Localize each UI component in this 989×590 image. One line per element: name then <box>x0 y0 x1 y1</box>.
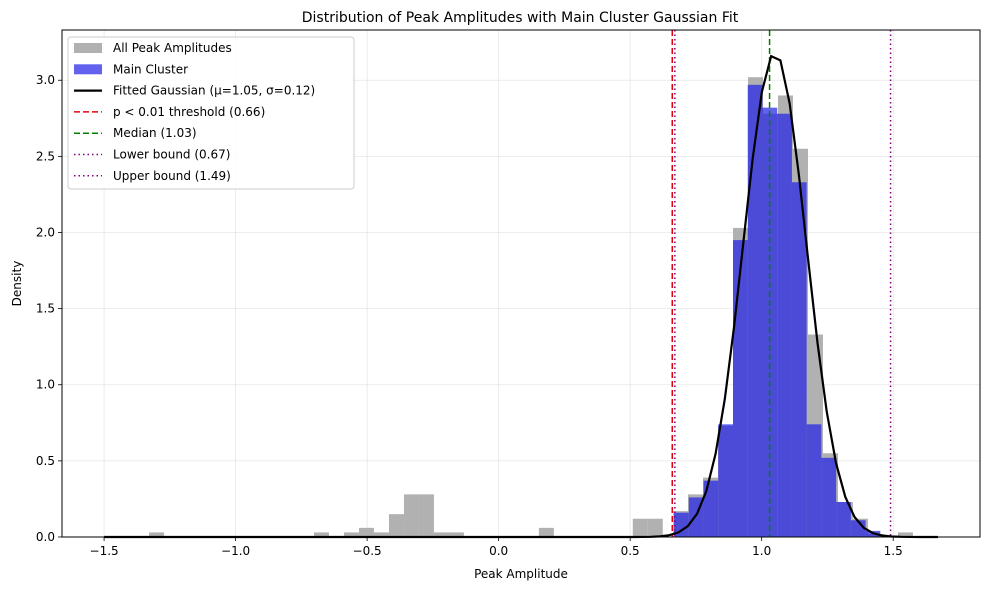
main-cluster-bar <box>791 182 807 537</box>
x-tick-label: −1.0 <box>221 544 250 558</box>
legend-label: Main Cluster <box>113 62 188 76</box>
y-tick-label: 0.0 <box>36 530 55 544</box>
y-tick-label: 1.5 <box>36 302 55 316</box>
all-peaks-bar <box>418 494 434 537</box>
all-peaks-bar <box>313 532 329 537</box>
legend-label: Fitted Gaussian (μ=1.05, σ=0.12) <box>113 84 315 98</box>
all-peaks-bar <box>538 527 554 537</box>
main-cluster-bar <box>747 84 763 537</box>
legend-swatch <box>74 64 102 75</box>
all-peaks-bar <box>149 532 165 537</box>
all-peaks-bar <box>647 518 663 537</box>
legend-swatch <box>74 43 102 53</box>
x-tick-label: 0.5 <box>621 544 640 558</box>
x-tick-label: −0.5 <box>353 544 382 558</box>
y-tick-label: 1.0 <box>36 378 55 392</box>
chart-title: Distribution of Peak Amplitudes with Mai… <box>302 10 739 26</box>
all-peaks-bar <box>897 532 913 537</box>
legend-label: Median (1.03) <box>113 126 197 140</box>
main-cluster-bar <box>674 512 689 537</box>
main-cluster-bar <box>836 501 851 537</box>
all-peaks-bar <box>343 532 359 537</box>
all-peaks-bar <box>373 532 389 537</box>
x-tick-label: 1.0 <box>752 544 771 558</box>
all-peaks-bar <box>433 532 449 537</box>
y-tick-label: 2.0 <box>36 225 55 239</box>
main-cluster-bar <box>821 457 837 537</box>
x-axis-label: Peak Amplitude <box>474 567 568 581</box>
x-tick-label: 0.0 <box>489 544 508 558</box>
y-tick-label: 0.5 <box>36 454 55 468</box>
y-tick-label: 2.5 <box>36 149 55 163</box>
y-axis-ticks: 0.0 0.5 1.0 1.5 2.0 2.5 3.0 <box>36 73 62 544</box>
all-peaks-bar <box>448 532 464 537</box>
legend: All Peak Amplitudes Main Cluster Fitted Ga… <box>67 36 355 190</box>
y-axis-label: Density <box>10 261 24 307</box>
main-cluster-bar <box>703 480 719 537</box>
x-axis-ticks: −1.5 −1.0 −0.5 0.0 0.5 1.0 1.5 <box>90 537 903 558</box>
main-cluster-bar <box>806 424 822 537</box>
plot-frame <box>61 29 981 538</box>
x-tick-label: 1.5 <box>884 544 903 558</box>
all-peaks-bar <box>388 514 404 537</box>
legend-label: Lower bound (0.67) <box>113 148 230 162</box>
x-tick-label: −1.5 <box>90 544 119 558</box>
legend-frame <box>67 36 355 190</box>
reference-lines <box>671 30 892 537</box>
legend-label: p < 0.01 threshold (0.66) <box>113 105 265 119</box>
y-tick-label: 3.0 <box>36 73 55 87</box>
main-cluster-bar <box>777 113 792 537</box>
legend-label: Upper bound (1.49) <box>113 169 231 183</box>
legend-label: All Peak Amplitudes <box>113 41 232 55</box>
all-peaks-bar <box>632 518 648 537</box>
main-cluster-bar <box>733 240 748 538</box>
all-peaks-bar <box>403 494 419 537</box>
all-peaks-bar <box>358 527 374 537</box>
main-cluster-bar <box>718 424 734 537</box>
